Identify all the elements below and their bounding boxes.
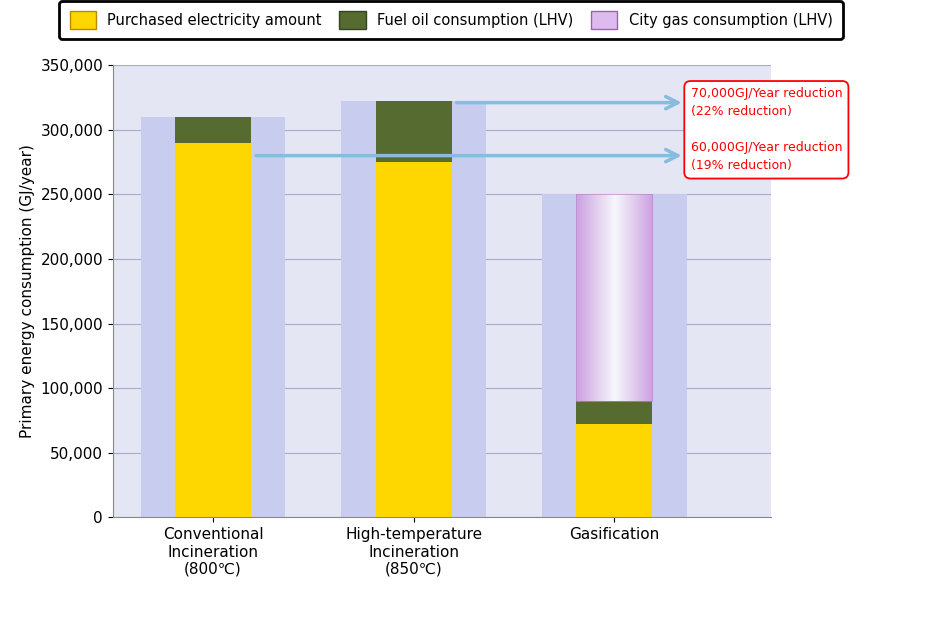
Bar (542, 194, 686, 517)
Text: 70,000GJ/Year reduction
(22% reduction)

60,000GJ/Year reduction
(19% reduction): 70,000GJ/Year reduction (22% reduction) … (691, 87, 842, 172)
Bar (376, 102, 452, 162)
Bar (175, 117, 251, 143)
Y-axis label: Primary energy consumption (GJ/year): Primary energy consumption (GJ/year) (20, 144, 35, 439)
Bar (341, 102, 486, 517)
Bar (576, 194, 652, 401)
Bar (141, 117, 286, 517)
Bar (175, 143, 251, 517)
Bar (576, 425, 652, 517)
Bar (376, 162, 452, 517)
Legend: Purchased electricity amount, Fuel oil consumption (LHV), City gas consumption (: Purchased electricity amount, Fuel oil c… (59, 1, 843, 39)
Bar (576, 401, 652, 425)
